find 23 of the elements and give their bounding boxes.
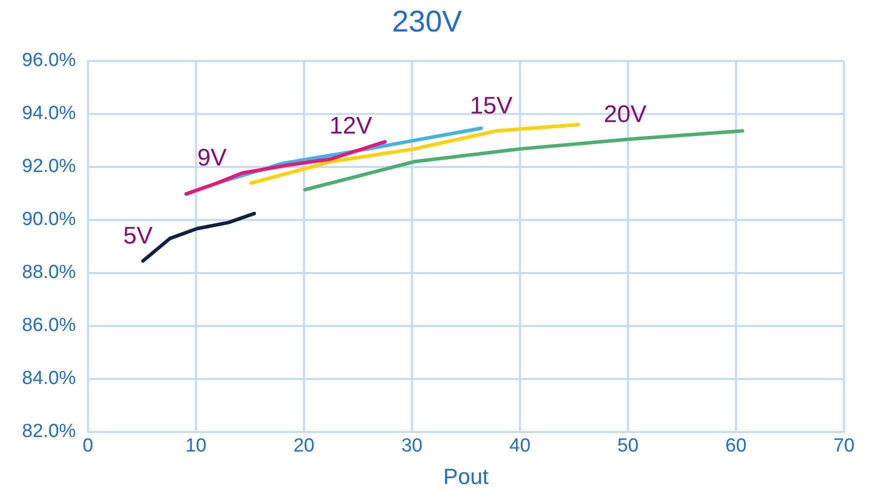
- x-tick-label: 10: [185, 435, 206, 456]
- x-tick-label: 0: [82, 435, 94, 456]
- x-tick-label: 30: [401, 435, 422, 456]
- y-tick-label: 96.0%: [22, 50, 76, 72]
- series-label: 20V: [604, 100, 646, 128]
- chart-title: 230V: [392, 5, 462, 38]
- y-tick-label: 90.0%: [22, 209, 76, 230]
- series-label: 12V: [329, 112, 372, 140]
- x-tick-label: 20: [293, 435, 314, 456]
- x-axis-title: Pout: [443, 464, 489, 489]
- series-label: 5V: [123, 222, 153, 250]
- x-tick-label: 40: [509, 435, 531, 456]
- y-tick-label: 92.0%: [22, 156, 76, 178]
- series-label: 15V: [470, 92, 513, 120]
- y-tick-label: 88.0%: [22, 262, 76, 284]
- y-tick-label: 82.0%: [22, 421, 76, 442]
- series-label: 9V: [197, 144, 227, 172]
- y-tick-label: 94.0%: [22, 103, 76, 124]
- x-tick-label: 70: [833, 435, 855, 456]
- y-tick-label: 84.0%: [22, 368, 76, 390]
- x-tick-label: 50: [617, 435, 639, 456]
- x-tick-label: 60: [725, 435, 747, 456]
- y-tick-label: 86.0%: [22, 315, 76, 336]
